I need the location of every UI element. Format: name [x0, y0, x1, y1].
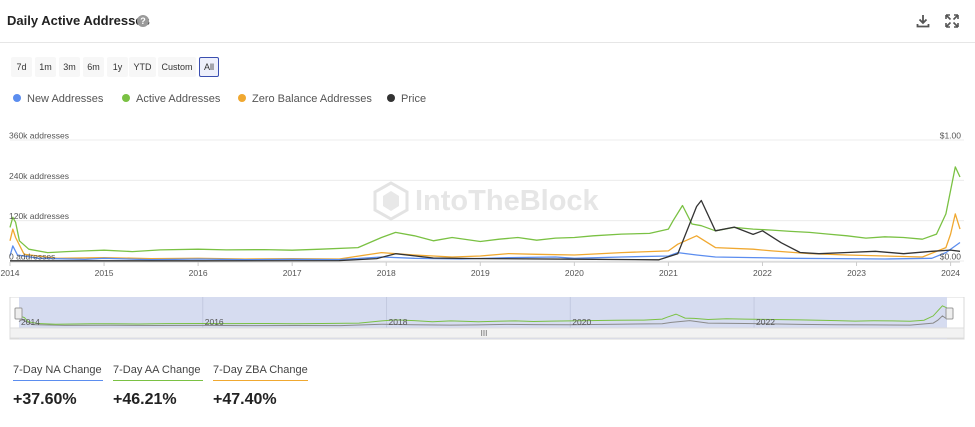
navigator-ticks: 2014 2016 2018 2020 2022: [21, 317, 775, 327]
x-axis: 2014 2015 2016 2017 2018 2019 2020 2021 2022 2023…: [1, 261, 960, 278]
navigator-line: [18, 315, 948, 327]
series-line-zero-balance-addresses: [9, 213, 961, 260]
navigator-tick-label: 2022: [756, 317, 775, 327]
series-line-price: [10, 199, 961, 262]
y-axis-right: $0.00 $1.00: [940, 131, 962, 262]
stat-na-change: 7-Day NA Change +37.60%: [13, 364, 103, 409]
expand-icon[interactable]: [944, 13, 960, 29]
range-1m-button[interactable]: 1m: [35, 57, 56, 77]
y-tick-label: 360k addresses: [9, 131, 69, 141]
x-tick-label: 2019: [471, 268, 490, 278]
legend-label: Active Addresses: [136, 93, 221, 105]
x-tick-label: 2021: [659, 268, 678, 278]
navigator-tick-label: 2018: [389, 317, 408, 327]
y-tick-label: 120k addresses: [9, 211, 69, 221]
legend-label: Zero Balance Addresses: [252, 93, 372, 105]
y-right-tick-label: $0.00: [940, 252, 962, 262]
stat-zba-change: 7-Day ZBA Change +47.40%: [213, 364, 308, 409]
legend-dot: [387, 94, 395, 102]
range-custom-button[interactable]: Custom: [158, 57, 196, 77]
range-7d-button[interactable]: 7d: [11, 57, 32, 77]
series-lines: [9, 166, 961, 262]
legend-label: New Addresses: [27, 93, 104, 105]
stat-label: 7-Day NA Change: [13, 364, 102, 376]
scrollbar-grip-icon[interactable]: III: [481, 329, 488, 338]
main-chart[interactable]: IntoTheBlock 0 addresses 120k addresses 24…: [0, 130, 975, 290]
range-ytd-button[interactable]: YTD: [129, 57, 156, 77]
legend-item-price[interactable]: Price: [387, 93, 426, 105]
range-3m-button[interactable]: 3m: [59, 57, 80, 77]
legend-item-zero-balance-addresses[interactable]: Zero Balance Addresses: [238, 93, 372, 105]
navigator-scrollbar[interactable]: [9, 327, 965, 339]
range-all-button[interactable]: All: [199, 57, 219, 77]
chart-header: Daily Active Addresses ?: [0, 0, 975, 43]
x-tick-label: 2017: [283, 268, 302, 278]
stat-underline: [13, 380, 103, 381]
navigator-tick-label: 2020: [572, 317, 591, 327]
series-line-new-addresses: [9, 241, 961, 261]
stat-label: 7-Day AA Change: [113, 364, 201, 376]
legend-dot: [238, 94, 246, 102]
stat-underline: [213, 380, 308, 381]
y-axis-left: 0 addresses 120k addresses 240k addresses 3…: [9, 131, 69, 262]
stat-value: +46.21%: [113, 391, 177, 408]
legend-dot: [122, 94, 130, 102]
watermark-logo-icon: [373, 181, 409, 221]
x-tick-label: 2018: [377, 268, 396, 278]
legend-item-new-addresses[interactable]: New Addresses: [13, 93, 103, 105]
legend-item-active-addresses[interactable]: Active Addresses: [122, 93, 220, 105]
watermark: IntoTheBlock: [373, 181, 600, 221]
stat-aa-change: 7-Day AA Change +46.21%: [113, 364, 203, 409]
navigator-lines: [18, 305, 948, 327]
navigator-grid: [202, 297, 755, 328]
range-6m-button[interactable]: 6m: [83, 57, 104, 77]
x-tick-label: 2015: [95, 268, 114, 278]
x-tick-label: 2016: [189, 268, 208, 278]
series-line-active-addresses: [9, 166, 961, 254]
question-circle-icon[interactable]: ?: [137, 15, 149, 27]
stat-label: 7-Day ZBA Change: [213, 364, 308, 376]
navigator-tick-label: 2014: [21, 317, 40, 327]
stat-value: +37.60%: [13, 391, 77, 408]
stat-underline: [113, 380, 203, 381]
navigator-right-handle[interactable]: [945, 307, 954, 320]
y-tick-label: 240k addresses: [9, 171, 69, 181]
watermark-text: IntoTheBlock: [415, 185, 600, 217]
x-tick-label: 2023: [847, 268, 866, 278]
legend-dot: [13, 94, 21, 102]
navigator-line: [18, 305, 948, 325]
navigator[interactable]: 2014 2016 2018 2020 2022 III: [0, 297, 975, 342]
legend-label: Price: [401, 93, 427, 105]
range-1y-button[interactable]: 1y: [107, 57, 128, 77]
y-right-tick-label: $1.00: [940, 131, 962, 141]
x-tick-label: 2024: [941, 268, 960, 278]
chart-title: Daily Active Addresses: [7, 13, 150, 28]
stat-value: +47.40%: [213, 391, 277, 408]
x-tick-label: 2022: [753, 268, 772, 278]
x-tick-label: 2020: [565, 268, 584, 278]
x-tick-label: 2014: [1, 268, 20, 278]
y-tick-label: 0 addresses: [9, 252, 55, 262]
navigator-tick-label: 2016: [205, 317, 224, 327]
download-icon[interactable]: [915, 13, 931, 29]
navigator-left-handle[interactable]: [14, 307, 23, 320]
